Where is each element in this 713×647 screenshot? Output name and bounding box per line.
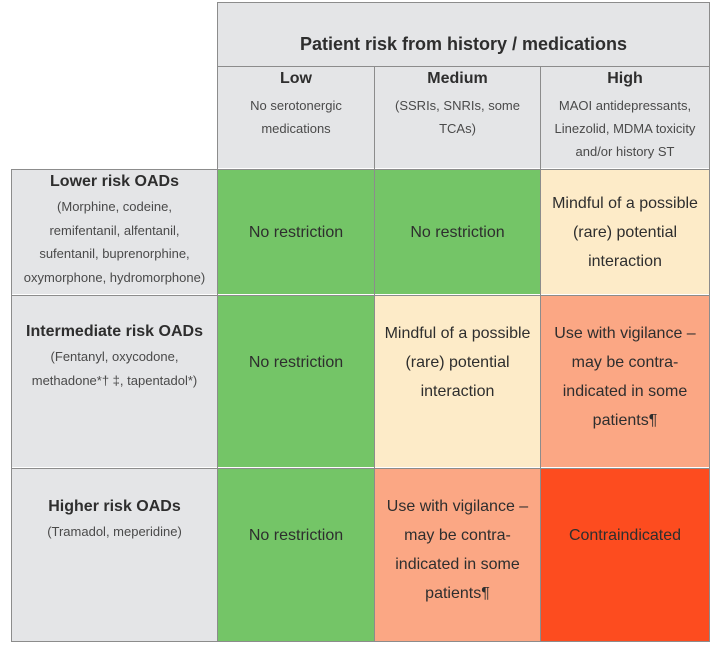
cell-text-line: Use with vigilance –	[386, 498, 529, 515]
row-title: Higher risk OADs	[48, 498, 181, 515]
row-subtitle-line: (Fentanyl, oxycodone,	[50, 349, 179, 364]
cell-text-line: patients¶	[425, 585, 490, 602]
grid-line	[11, 169, 12, 642]
column-header-medium: Medium (SSRIs, SNRIs, some TCAs)	[375, 67, 540, 168]
matrix-cell-higher-medium: Use with vigilance – may be contra- indi…	[375, 469, 540, 641]
row-subtitle-line: remifentanil, alfentanil,	[49, 222, 180, 238]
cell-text-line: Mindful of a possible	[384, 325, 531, 342]
matrix-cell-lower-low: No restriction	[218, 170, 374, 294]
cell-text-line: No restriction	[248, 354, 344, 371]
grid-line	[374, 66, 375, 642]
column-subtitle-line: TCAs)	[439, 121, 476, 136]
cell-text-line: (rare) potential	[405, 354, 510, 371]
grid-line	[11, 295, 710, 296]
grid-line	[709, 2, 710, 642]
grid-line	[217, 2, 710, 3]
header-title-cell: Patient risk from history / medications	[218, 3, 709, 66]
matrix-cell-higher-low: No restriction	[218, 469, 374, 641]
cell-text-line: No restriction	[248, 527, 344, 544]
header-title: Patient risk from history / medications	[299, 34, 628, 54]
matrix-cell-higher-high: Contraindicated	[541, 469, 709, 641]
grid-line	[540, 66, 541, 642]
column-subtitle-line: No serotonergic	[250, 98, 342, 113]
cell-text-line: patients¶	[592, 412, 658, 429]
cell-text-line: No restriction	[410, 223, 505, 241]
cell-text-line: indicated in some	[395, 556, 520, 573]
cell-text-line: No restriction	[248, 223, 344, 241]
row-subtitle-line: oxymorphone, hydromorphone)	[23, 269, 206, 285]
row-subtitle-line: sufentanil, buprenorphine,	[39, 246, 190, 261]
row-subtitle-line: (Morphine, codeine,	[57, 199, 172, 214]
column-subtitle-line: Linezolid, MDMA toxicity	[554, 121, 696, 136]
grid-line	[217, 2, 218, 642]
row-header-intermediate-risk: Intermediate risk OADs (Fentanyl, oxycod…	[12, 296, 217, 467]
column-title: Low	[280, 70, 312, 87]
matrix-cell-intermediate-medium: Mindful of a possible (rare) potential i…	[375, 296, 540, 467]
row-header-higher-risk: Higher risk OADs (Tramadol, meperidine)	[12, 469, 217, 641]
row-subtitle-line: methadone*† ‡, tapentadol*)	[31, 372, 198, 388]
column-subtitle-line: (SSRIs, SNRIs, some	[395, 98, 520, 113]
column-subtitle-line: and/or history ST	[575, 144, 675, 159]
column-header-high: High MAOI antidepressants, Linezolid, MD…	[541, 67, 709, 168]
matrix-cell-lower-high: Mindful of a possible (rare) potential i…	[541, 170, 709, 294]
matrix-cell-intermediate-low: No restriction	[218, 296, 374, 467]
row-title: Intermediate risk OADs	[26, 323, 203, 340]
matrix-cell-intermediate-high: Use with vigilance – may be contra- indi…	[541, 296, 709, 467]
grid-line	[217, 66, 710, 67]
cell-text-line: Contraindicated	[568, 527, 682, 544]
matrix-cell-lower-medium: No restriction	[375, 170, 540, 294]
cell-text-line: interaction	[588, 252, 662, 270]
cell-text-line: Use with vigilance –	[554, 325, 696, 342]
column-title: High	[607, 70, 643, 87]
grid-line	[11, 641, 710, 642]
row-header-lower-risk: Lower risk OADs (Morphine, codeine, remi…	[12, 170, 217, 294]
cell-text-line: (rare) potential	[572, 223, 678, 241]
cell-text-line: indicated in some	[562, 383, 688, 400]
column-title: Medium	[427, 70, 488, 87]
grid-line	[11, 169, 710, 170]
column-subtitle-line: MAOI antidepressants,	[558, 98, 692, 113]
row-subtitle-line: (Tramadol, meperidine)	[47, 524, 182, 539]
row-title: Lower risk OADs	[50, 173, 179, 190]
cell-text-line: interaction	[420, 383, 495, 400]
column-subtitle-line: medications	[261, 121, 331, 136]
cell-text-line: Mindful of a possible	[552, 194, 698, 212]
cell-text-line: may be contra-	[571, 354, 679, 371]
column-header-low: Low No serotonergic medications	[218, 67, 374, 168]
grid-line	[11, 468, 710, 469]
cell-text-line: may be contra-	[404, 527, 511, 544]
